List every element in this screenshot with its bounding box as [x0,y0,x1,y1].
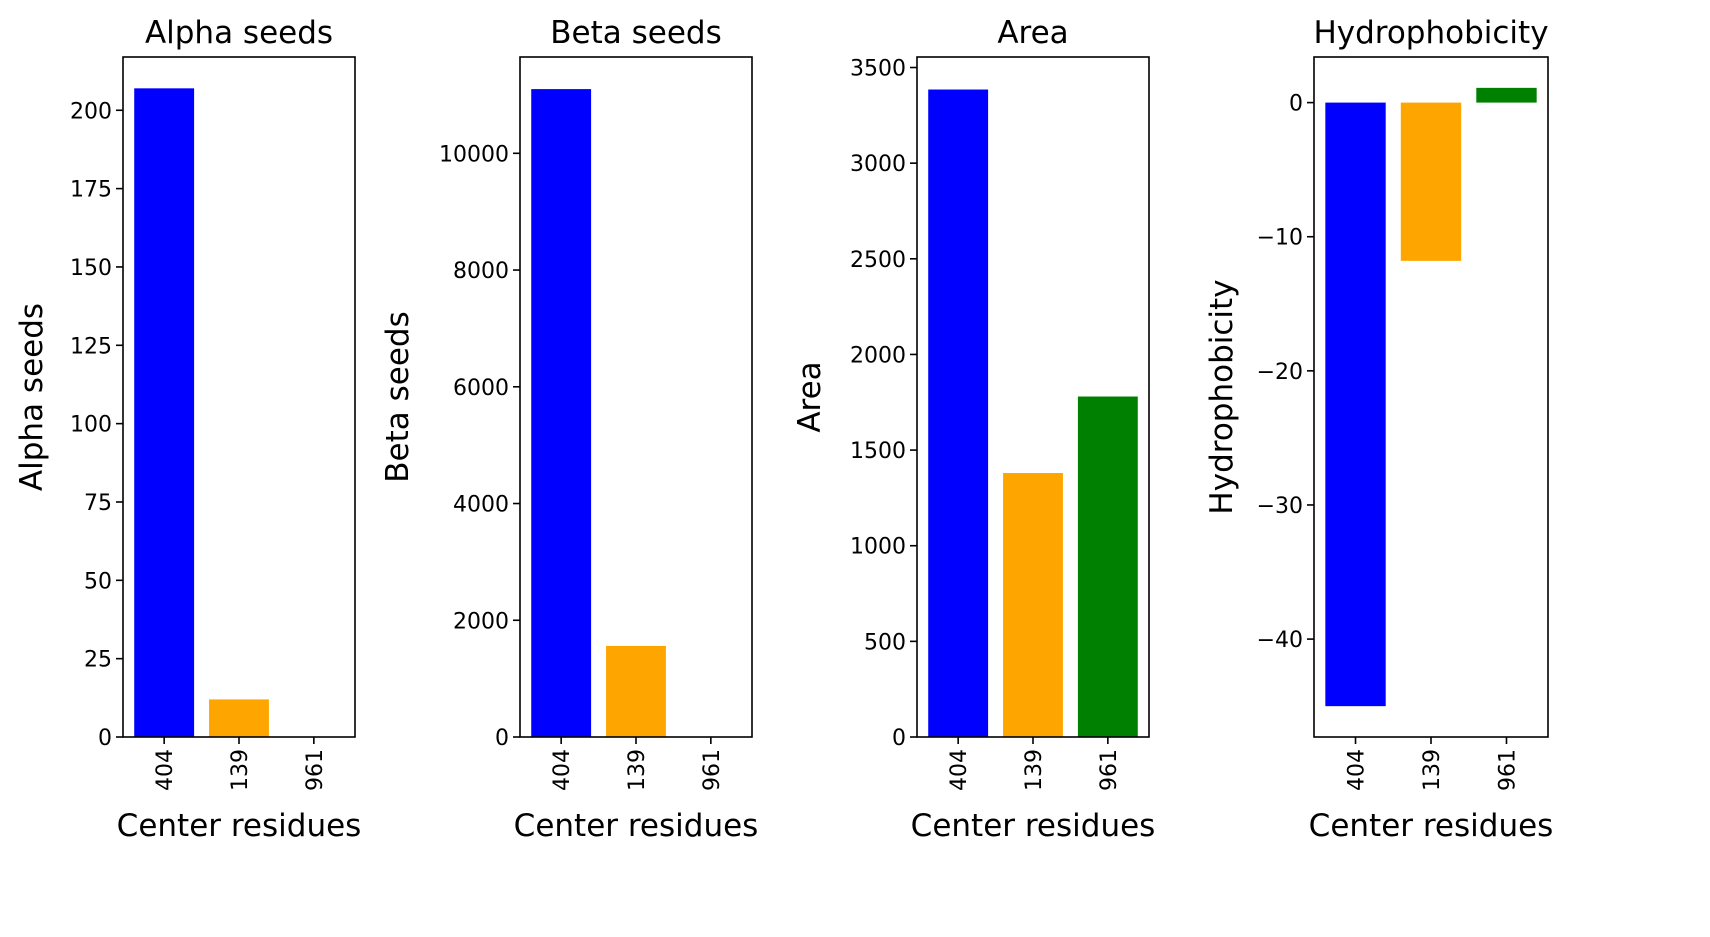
y-tick-label: 8000 [453,259,509,284]
y-tick-label: 500 [864,630,906,655]
chart-title: Beta seeds [550,15,721,51]
x-tick-label: 961 [1495,749,1520,791]
x-tick-label: 404 [550,749,575,791]
x-tick-label: 139 [625,749,650,791]
x-tick-label: 961 [700,749,725,791]
y-tick-label: 1000 [850,535,906,560]
x-tick-label: 139 [1420,749,1445,791]
y-tick-label: 6000 [453,376,509,401]
bar-404 [134,88,195,738]
y-tick-label: 125 [70,334,112,359]
bar-139 [209,699,269,737]
y-tick-label: 3000 [850,152,906,177]
y-tick-label: 0 [495,726,509,751]
y-axis-label: Area [792,361,828,432]
y-tick-label: 25 [84,648,112,673]
y-tick-label: 1500 [850,439,906,464]
y-tick-label: 2000 [453,609,509,634]
x-tick-label: 404 [947,749,972,791]
y-tick-label: 0 [892,726,906,751]
y-tick-label: 2000 [850,343,906,368]
bar-404 [928,89,989,737]
chart-title: Alpha seeds [145,15,333,51]
y-tick-label: 175 [70,178,112,203]
y-tick-label: 10000 [439,142,509,167]
x-axis-label: Center residues [1309,808,1554,844]
x-tick-label: 404 [1345,749,1370,791]
y-tick-label: −10 [1257,226,1303,251]
y-tick-label: 0 [1289,92,1303,117]
y-tick-label: −30 [1257,494,1303,519]
bar-404 [1325,102,1386,707]
y-axis-label: Alpha seeds [14,303,50,491]
x-tick-label: 139 [1022,749,1047,791]
y-tick-label: 50 [84,569,112,594]
x-tick-label: 404 [153,749,178,791]
y-tick-label: 4000 [453,493,509,518]
bar-139 [606,645,666,737]
x-axis-label: Center residues [117,808,362,844]
bar-961 [1077,396,1138,737]
x-tick-label: 961 [303,749,328,791]
y-tick-label: 3500 [850,57,906,82]
y-axis-label: Hydrophobicity [1204,279,1240,514]
y-tick-label: −40 [1257,628,1303,653]
y-tick-label: −20 [1257,360,1303,385]
y-axis-label: Beta seeds [380,311,416,482]
y-tick-label: 200 [70,99,112,124]
bar-139 [1400,102,1462,261]
y-tick-label: 0 [98,726,112,751]
x-axis-label: Center residues [514,808,759,844]
bar-139 [1003,473,1063,737]
chart-title: Area [997,15,1068,51]
y-tick-label: 150 [70,256,112,281]
y-tick-label: 100 [70,413,112,438]
x-tick-label: 139 [228,749,253,791]
x-tick-label: 961 [1097,749,1122,791]
x-axis-label: Center residues [911,808,1156,844]
bar-404 [531,89,592,738]
y-tick-label: 2500 [850,248,906,273]
chart-title: Hydrophobicity [1313,15,1548,51]
y-tick-label: 75 [84,491,112,516]
bar-961 [1476,87,1537,103]
